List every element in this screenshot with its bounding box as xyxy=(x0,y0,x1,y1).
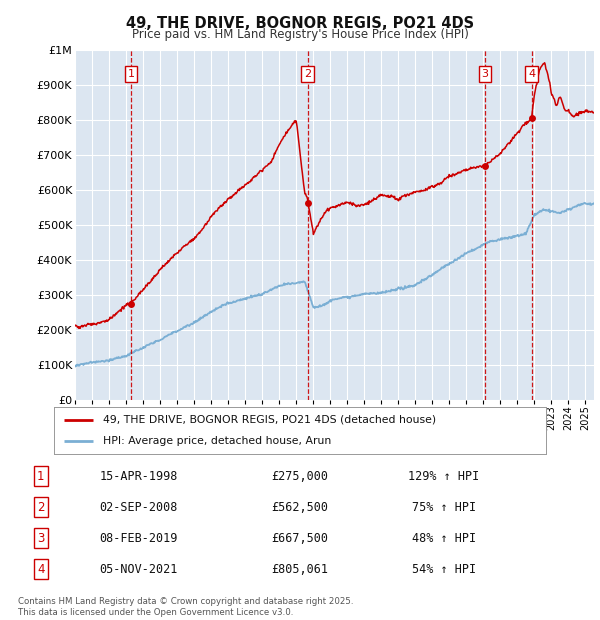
Text: 4: 4 xyxy=(528,69,535,79)
Text: 48% ↑ HPI: 48% ↑ HPI xyxy=(412,532,476,544)
Text: 15-APR-1998: 15-APR-1998 xyxy=(100,470,178,482)
Text: 2: 2 xyxy=(37,501,44,513)
Text: 3: 3 xyxy=(482,69,488,79)
Text: Contains HM Land Registry data © Crown copyright and database right 2025.
This d: Contains HM Land Registry data © Crown c… xyxy=(18,598,353,617)
Text: 3: 3 xyxy=(37,532,44,544)
Text: £667,500: £667,500 xyxy=(271,532,329,544)
Text: 4: 4 xyxy=(37,563,44,575)
Text: 75% ↑ HPI: 75% ↑ HPI xyxy=(412,501,476,513)
Text: HPI: Average price, detached house, Arun: HPI: Average price, detached house, Arun xyxy=(103,436,331,446)
Text: 129% ↑ HPI: 129% ↑ HPI xyxy=(409,470,479,482)
Text: Price paid vs. HM Land Registry's House Price Index (HPI): Price paid vs. HM Land Registry's House … xyxy=(131,28,469,41)
Text: 49, THE DRIVE, BOGNOR REGIS, PO21 4DS (detached house): 49, THE DRIVE, BOGNOR REGIS, PO21 4DS (d… xyxy=(103,415,436,425)
Text: 05-NOV-2021: 05-NOV-2021 xyxy=(100,563,178,575)
Text: £805,061: £805,061 xyxy=(271,563,329,575)
Text: 2: 2 xyxy=(304,69,311,79)
Text: 1: 1 xyxy=(127,69,134,79)
Text: 49, THE DRIVE, BOGNOR REGIS, PO21 4DS: 49, THE DRIVE, BOGNOR REGIS, PO21 4DS xyxy=(126,16,474,30)
Text: 54% ↑ HPI: 54% ↑ HPI xyxy=(412,563,476,575)
Text: £562,500: £562,500 xyxy=(271,501,329,513)
Text: 08-FEB-2019: 08-FEB-2019 xyxy=(100,532,178,544)
Text: £275,000: £275,000 xyxy=(271,470,329,482)
Text: 1: 1 xyxy=(37,470,44,482)
Text: 02-SEP-2008: 02-SEP-2008 xyxy=(100,501,178,513)
